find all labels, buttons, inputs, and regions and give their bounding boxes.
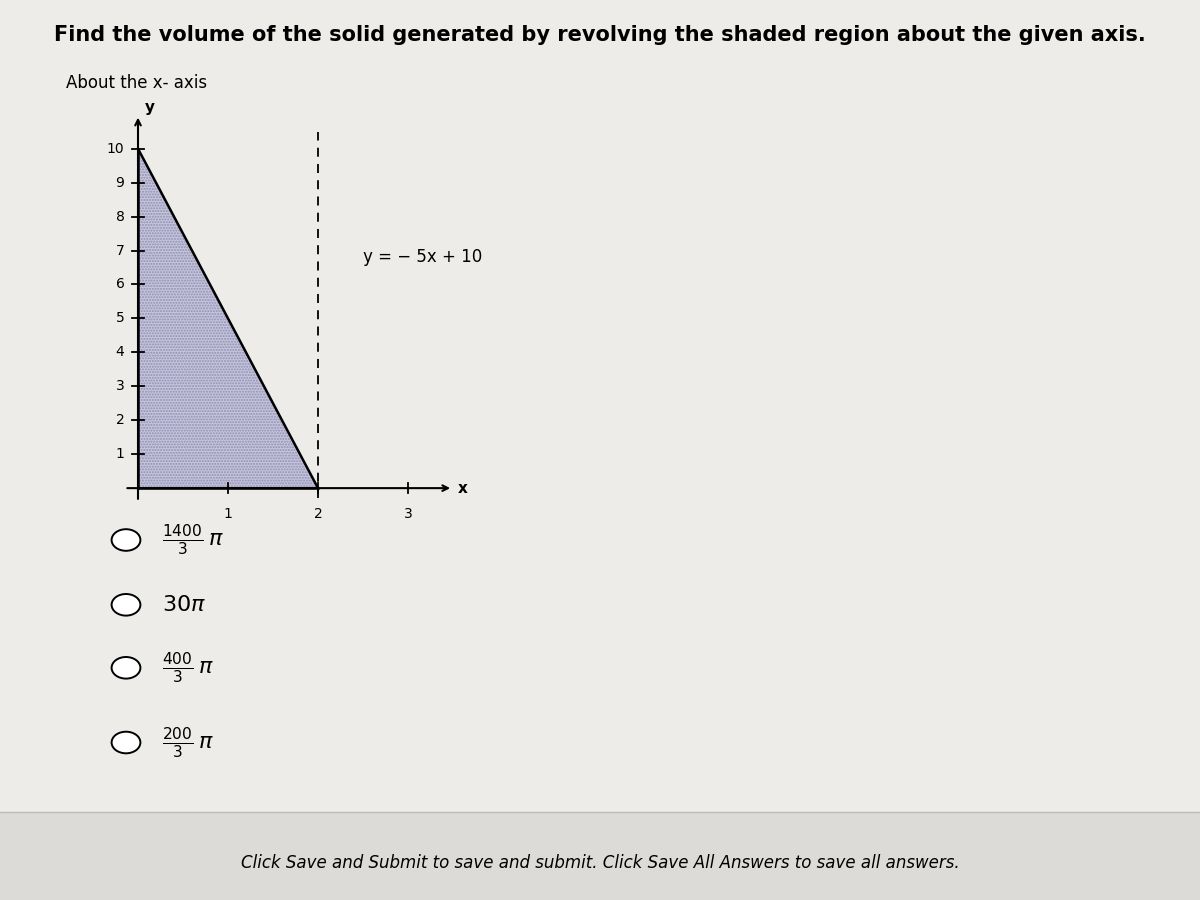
Text: 2: 2	[115, 413, 125, 428]
Text: $30\pi$: $30\pi$	[162, 595, 206, 615]
Text: 1: 1	[115, 447, 125, 461]
Text: 9: 9	[115, 176, 125, 190]
Text: y: y	[145, 100, 155, 115]
Text: Find the volume of the solid generated by revolving the shaded region about the : Find the volume of the solid generated b…	[54, 25, 1146, 45]
Text: 8: 8	[115, 210, 125, 223]
Text: 3: 3	[403, 507, 413, 521]
Text: 5: 5	[115, 311, 125, 326]
Text: $\frac{200}{3}\,\pi$: $\frac{200}{3}\,\pi$	[162, 725, 214, 760]
Text: 3: 3	[115, 379, 125, 393]
Text: 7: 7	[115, 244, 125, 257]
Text: $\frac{400}{3}\,\pi$: $\frac{400}{3}\,\pi$	[162, 651, 214, 685]
Text: x: x	[457, 481, 467, 496]
Text: 1: 1	[223, 507, 233, 521]
Polygon shape	[138, 148, 318, 488]
Text: 4: 4	[115, 346, 125, 359]
Text: 10: 10	[107, 141, 125, 156]
Text: y = − 5x + 10: y = − 5x + 10	[364, 248, 482, 266]
Text: $\frac{1400}{3}\,\pi$: $\frac{1400}{3}\,\pi$	[162, 523, 223, 557]
Text: Click Save and Submit to save and submit. Click Save All Answers to save all ans: Click Save and Submit to save and submit…	[241, 854, 959, 872]
Text: 6: 6	[115, 277, 125, 292]
Text: About the x- axis: About the x- axis	[66, 74, 208, 92]
Text: 2: 2	[313, 507, 323, 521]
